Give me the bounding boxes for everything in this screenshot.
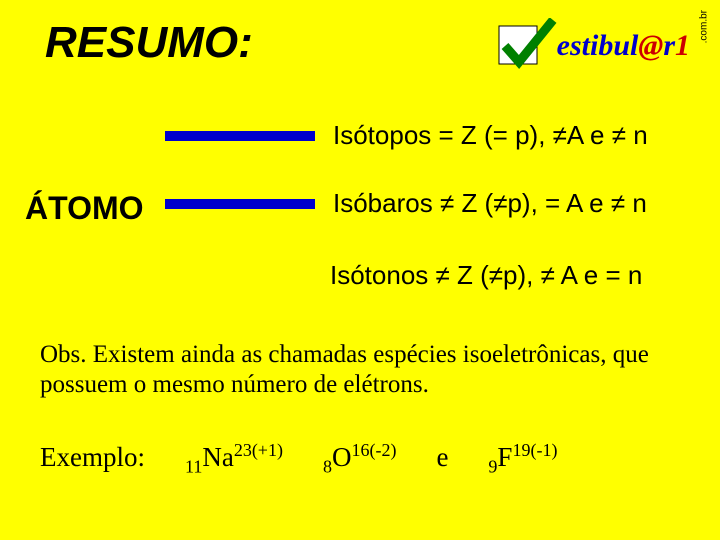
definition-text: Isótopos = Z (= p), ≠A e ≠ n <box>333 120 648 151</box>
brand-logo: estibul@r1 .com.br <box>497 18 690 73</box>
example-row: Exemplo: 11Na23(+1) 8O16(-2) e 9F19(-1) <box>40 440 690 477</box>
section-label: ÁTOMO <box>25 190 144 227</box>
connector-bar <box>165 131 315 141</box>
checkmark-icon <box>497 18 557 73</box>
logo-domain: .com.br <box>698 10 709 43</box>
example-label: Exemplo: <box>40 442 145 473</box>
definition-row-isotopos: Isótopos = Z (= p), ≠A e ≠ n <box>165 120 648 151</box>
definition-text: Isóbaros ≠ Z (≠p), = A e ≠ n <box>333 188 647 219</box>
page-title: RESUMO: <box>45 18 253 68</box>
conjunction: e <box>436 442 448 473</box>
definition-row-isotonos: Isótonos ≠ Z (≠p), ≠ A e = n <box>330 260 642 291</box>
chem-formula-o: 8O16(-2) <box>323 440 396 477</box>
chem-formula-f: 9F19(-1) <box>488 440 557 477</box>
definition-row-isobaros: Isóbaros ≠ Z (≠p), = A e ≠ n <box>165 188 647 219</box>
definition-text: Isótonos ≠ Z (≠p), ≠ A e = n <box>330 260 642 291</box>
logo-text: estibul@r1 <box>557 29 690 63</box>
connector-bar <box>165 199 315 209</box>
chem-formula-na: 11Na23(+1) <box>185 440 283 477</box>
observation-text: Obs. Existem ainda as chamadas espécies … <box>40 340 690 400</box>
